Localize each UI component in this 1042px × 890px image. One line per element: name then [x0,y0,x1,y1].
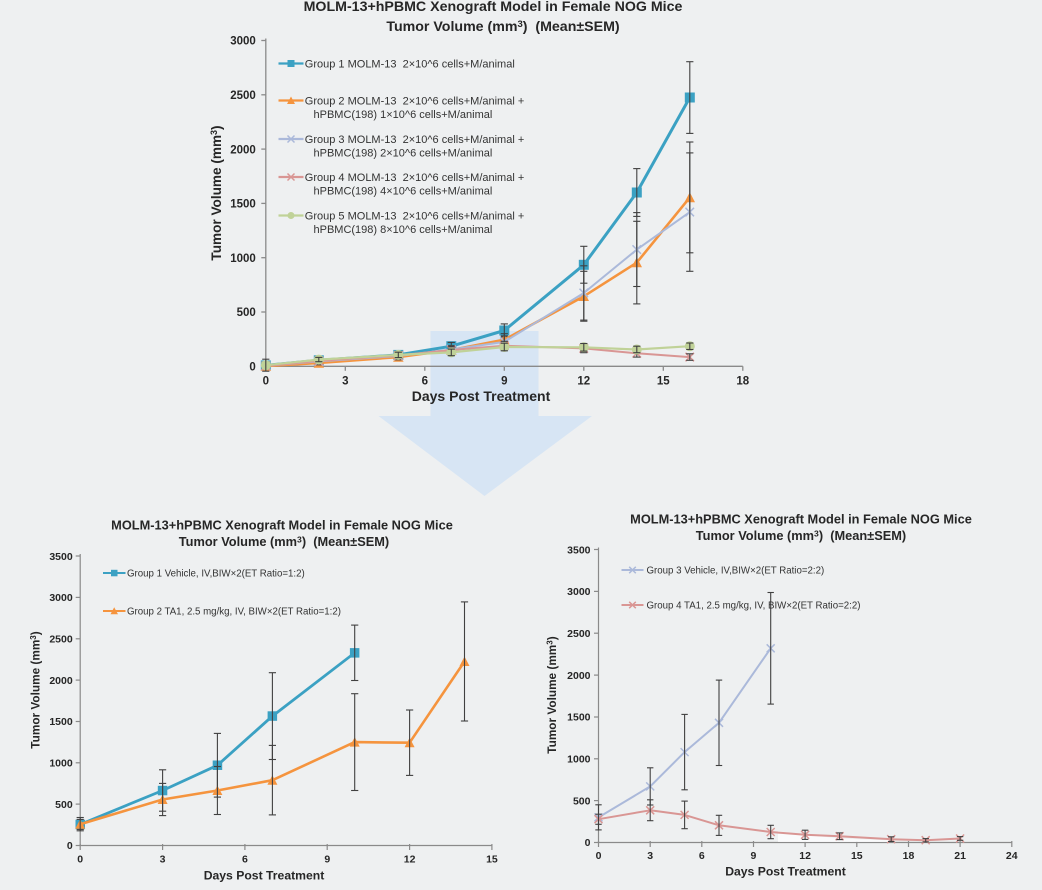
svg-text:Tumor Volume (mm3): Tumor Volume (mm3) [545,636,559,753]
svg-text:3500: 3500 [567,544,591,556]
svg-text:12: 12 [799,850,811,862]
svg-text:2000: 2000 [567,670,591,682]
svg-text:9: 9 [751,850,757,862]
svg-text:Tumor Volume (mm3): Tumor Volume (mm3) [29,631,43,748]
svg-text:Tumor Volume (mm3) (Mean±SEM): Tumor Volume (mm3) (Mean±SEM) [386,19,620,35]
svg-text:3: 3 [160,854,166,866]
svg-text:12: 12 [577,375,590,387]
svg-text:Group 5 MOLM-13 2×10^6 cells+: Group 5 MOLM-13 2×10^6 cells+M/animal + [305,211,524,223]
svg-text:Group 4 TA1, 2.5 mg/kg, IV, BI: Group 4 TA1, 2.5 mg/kg, IV, BIW×2(ET Rat… [647,601,861,612]
svg-text:1500: 1500 [49,716,73,728]
svg-text:18: 18 [903,850,915,862]
svg-text:18: 18 [736,375,749,387]
svg-text:2000: 2000 [49,675,73,687]
svg-text:Days Post Treatment: Days Post Treatment [725,865,846,879]
svg-text:500: 500 [237,307,256,319]
svg-text:3: 3 [647,850,653,862]
svg-text:Group 1 Vehicle, IV,BIW×2(ET R: Group 1 Vehicle, IV,BIW×2(ET Ratio=1:2) [127,569,305,580]
svg-text:3000: 3000 [230,36,256,48]
svg-text:0: 0 [263,375,269,387]
svg-text:MOLM-13+hPBMC Xenograft Model: MOLM-13+hPBMC Xenograft Model in Female … [630,512,972,527]
svg-text:Tumor Volume (mm3): Tumor Volume (mm3) [209,125,224,260]
svg-text:hPBMC(198) 1×10^6 cells+M/anim: hPBMC(198) 1×10^6 cells+M/animal [314,109,493,121]
svg-text:Group 4 MOLM-13 2×10^6 cells+: Group 4 MOLM-13 2×10^6 cells+M/animal + [305,172,524,184]
svg-text:500: 500 [55,799,73,811]
svg-text:3000: 3000 [567,586,591,598]
svg-text:Group 3 Vehicle, IV,BIW×2(ET R: Group 3 Vehicle, IV,BIW×2(ET Ratio=2:2) [647,566,825,577]
svg-text:hPBMC(198) 2×10^6 cells+M/anim: hPBMC(198) 2×10^6 cells+M/animal [314,148,493,160]
svg-text:1000: 1000 [49,758,73,770]
svg-text:9: 9 [324,854,330,866]
svg-text:15: 15 [486,854,498,866]
svg-text:Days Post Treatment: Days Post Treatment [204,869,325,883]
svg-text:1500: 1500 [567,712,591,724]
svg-text:2500: 2500 [567,628,591,640]
svg-text:MOLM-13+hPBMC Xenograft Model: MOLM-13+hPBMC Xenograft Model in Female … [304,0,683,15]
svg-text:6: 6 [422,375,428,387]
svg-text:9: 9 [501,375,507,387]
svg-text:3500: 3500 [49,551,73,563]
svg-text:0: 0 [77,854,83,866]
svg-text:500: 500 [573,795,591,807]
svg-text:1000: 1000 [567,754,591,766]
svg-text:Days Post Treatment: Days Post Treatment [412,388,551,404]
svg-text:6: 6 [242,854,248,866]
svg-text:3: 3 [342,375,348,387]
svg-text:3000: 3000 [49,592,73,604]
svg-text:hPBMC(198) 8×10^6 cells+M/anim: hPBMC(198) 8×10^6 cells+M/animal [314,224,493,236]
svg-text:Group 1 MOLM-13 2×10^6 cells+: Group 1 MOLM-13 2×10^6 cells+M/animal [305,59,515,71]
svg-text:21: 21 [954,850,966,862]
svg-text:Tumor Volume (mm3) (Mean±SEM): Tumor Volume (mm3) (Mean±SEM) [179,534,389,549]
svg-text:MOLM-13+hPBMC Xenograft Model: MOLM-13+hPBMC Xenograft Model in Female … [111,518,453,533]
svg-text:0: 0 [585,837,591,849]
svg-text:Group 3 MOLM-13 2×10^6 cells+: Group 3 MOLM-13 2×10^6 cells+M/animal + [305,134,524,146]
svg-text:0: 0 [596,850,602,862]
svg-text:Tumor Volume (mm3) (Mean±SEM): Tumor Volume (mm3) (Mean±SEM) [696,528,906,543]
svg-text:Group 2 TA1, 2.5 mg/kg, IV, BI: Group 2 TA1, 2.5 mg/kg, IV, BIW×2(ET Rat… [127,607,341,618]
svg-text:12: 12 [404,854,416,866]
svg-text:15: 15 [657,375,670,387]
svg-text:2000: 2000 [230,144,256,156]
svg-text:hPBMC(198) 4×10^6 cells+M/anim: hPBMC(198) 4×10^6 cells+M/animal [314,186,493,198]
svg-text:2500: 2500 [49,633,73,645]
svg-text:15: 15 [851,850,863,862]
svg-text:Group 2 MOLM-13 2×10^6 cells+: Group 2 MOLM-13 2×10^6 cells+M/animal + [305,96,524,108]
svg-text:2500: 2500 [230,90,256,102]
svg-text:0: 0 [249,362,255,374]
svg-text:0: 0 [67,840,73,852]
svg-text:24: 24 [1006,850,1018,862]
svg-text:1000: 1000 [230,253,256,265]
svg-text:6: 6 [699,850,705,862]
svg-text:1500: 1500 [230,199,256,211]
